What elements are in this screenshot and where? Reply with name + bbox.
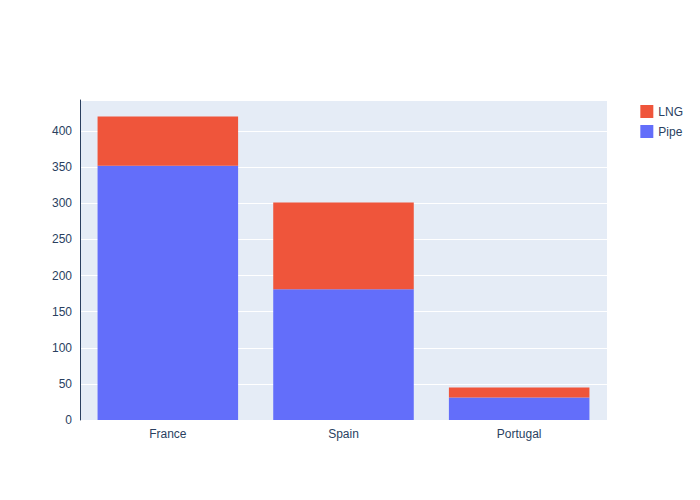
svg-text:400: 400 bbox=[52, 124, 72, 138]
svg-text:300: 300 bbox=[52, 196, 72, 210]
svg-text:Portugal: Portugal bbox=[497, 427, 542, 441]
svg-text:LNG: LNG bbox=[658, 105, 683, 119]
svg-text:France: France bbox=[149, 427, 187, 441]
svg-text:Spain: Spain bbox=[328, 427, 359, 441]
svg-text:150: 150 bbox=[52, 305, 72, 319]
svg-text:250: 250 bbox=[52, 232, 72, 246]
svg-text:50: 50 bbox=[59, 377, 73, 391]
svg-text:200: 200 bbox=[52, 269, 72, 283]
svg-text:350: 350 bbox=[52, 160, 72, 174]
svg-text:100: 100 bbox=[52, 341, 72, 355]
svg-text:Pipe: Pipe bbox=[658, 125, 682, 139]
svg-text:0: 0 bbox=[65, 413, 72, 427]
